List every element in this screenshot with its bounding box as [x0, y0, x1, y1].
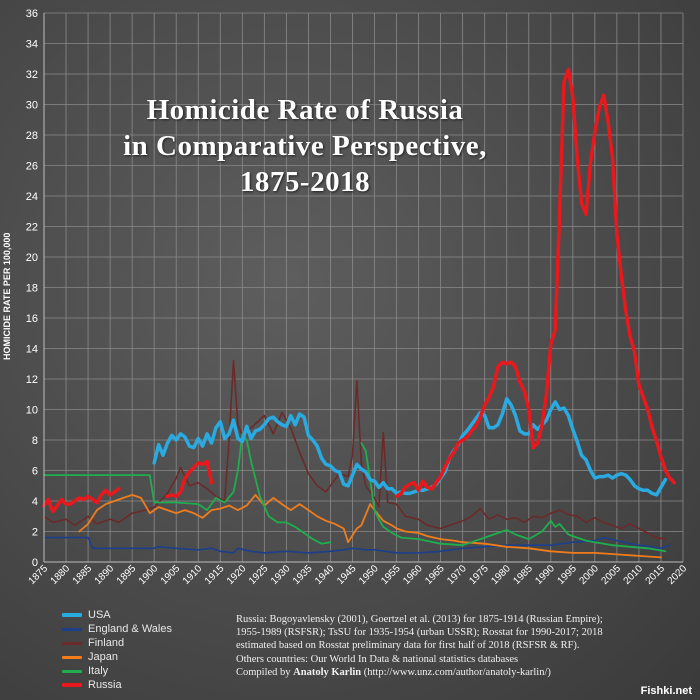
- legend-label: Russia: [88, 679, 122, 691]
- x-tick-label: 1950: [357, 563, 381, 587]
- legend: USA England & Wales Finland Japan Italy Russi…: [62, 608, 172, 692]
- series-line-russia-2: [165, 459, 214, 499]
- y-tick-label: 6: [32, 466, 38, 478]
- legend-item: Italy: [62, 664, 172, 678]
- x-tick-label: 1965: [423, 563, 447, 587]
- watermark: Fishki.net: [640, 685, 692, 697]
- y-tick-label: 16: [26, 313, 38, 325]
- x-tick-label: 1940: [313, 563, 337, 587]
- title-line-2: in Comparative Perspective,: [123, 130, 487, 162]
- x-tick-labels: 1875188018851890189519001905191019151920…: [27, 563, 690, 587]
- legend-label: England & Wales: [88, 623, 172, 635]
- legend-label: Finland: [88, 637, 125, 649]
- x-tick-label: 1875: [27, 563, 51, 587]
- series-line-japan: [78, 494, 662, 559]
- legend-swatch: [62, 641, 82, 645]
- y-tick-label: 12: [26, 374, 38, 386]
- x-tick-label: 1960: [401, 563, 425, 587]
- legend-item: USA: [62, 608, 172, 622]
- y-tick-label: 14: [26, 344, 38, 356]
- legend-swatch: [62, 627, 82, 631]
- x-tick-label: 1975: [467, 563, 491, 587]
- legend-label: Japan: [88, 651, 118, 663]
- series-layer: [42, 67, 676, 559]
- compiled-prefix: Compiled by: [236, 666, 294, 678]
- y-tick-label: 18: [26, 283, 38, 295]
- y-tick-label: 10: [26, 405, 38, 417]
- x-tick-label: 1920: [225, 563, 249, 587]
- x-tick-label: 1985: [511, 563, 535, 587]
- y-tick-label: 28: [26, 130, 38, 142]
- y-tick-label: 26: [26, 161, 38, 173]
- y-tick-label: 22: [26, 222, 38, 234]
- x-tick-label: 1995: [555, 563, 579, 587]
- x-tick-label: 1980: [489, 563, 513, 587]
- series-line-usa: [152, 397, 668, 497]
- y-tick-label: 34: [26, 39, 38, 51]
- y-tick-label: 0: [32, 557, 38, 569]
- x-tick-label: 1895: [115, 563, 139, 587]
- x-tick-label: 1990: [533, 563, 557, 587]
- series-line-russia-3: [394, 67, 676, 499]
- x-tick-label: 2020: [666, 563, 690, 587]
- compiled-author: Anatoly Karlin: [293, 666, 362, 678]
- x-tick-label: 1890: [93, 563, 117, 587]
- chart-title: Homicide Rate of Russia in Comparative P…: [60, 92, 550, 200]
- x-tick-label: 2005: [600, 563, 624, 587]
- source-note: Russia: Bogoyavlensky (2001), Goertzel e…: [236, 613, 676, 679]
- x-tick-label: 2010: [622, 563, 646, 587]
- legend-item: England & Wales: [62, 622, 172, 636]
- x-tick-label: 1930: [269, 563, 293, 587]
- x-tick-label: 2015: [644, 563, 668, 587]
- x-tick-label: 1955: [379, 563, 403, 587]
- legend-label: Italy: [88, 665, 109, 677]
- series-line-finland: [43, 359, 667, 540]
- y-tick-label: 32: [26, 69, 38, 81]
- y-tick-label: 24: [26, 191, 38, 203]
- legend-swatch: [62, 655, 82, 659]
- x-tick-label: 2000: [577, 563, 601, 587]
- x-tick-label: 1910: [181, 563, 205, 587]
- y-tick-label: 4: [32, 496, 38, 508]
- y-tick-label: 30: [26, 100, 38, 112]
- y-tick-label: 36: [26, 8, 38, 20]
- series-line-italy: [43, 433, 332, 545]
- x-tick-label: 1905: [159, 563, 183, 587]
- series-line-england-wales: [43, 536, 671, 554]
- y-axis-label: HOMICIDE RATE PER 100,000: [2, 232, 12, 360]
- x-tick-label: 1915: [203, 563, 227, 587]
- x-tick-label: 1925: [247, 563, 271, 587]
- series-line-italy-2: [360, 442, 667, 553]
- source-compiled: Compiled by Anatoly Karlin (http://www.u…: [236, 666, 676, 679]
- y-tick-label: 2: [32, 527, 38, 539]
- source-line-1: Russia: Bogoyavlensky (2001), Goertzel e…: [236, 614, 603, 625]
- x-tick-label: 1880: [49, 563, 73, 587]
- x-tick-label: 1970: [445, 563, 469, 587]
- series-line-russia: [42, 487, 121, 514]
- legend-item: Russia: [62, 678, 172, 692]
- legend-swatch: [62, 613, 82, 617]
- legend-swatch: [62, 669, 82, 673]
- x-tick-label: 1935: [291, 563, 315, 587]
- legend-label: USA: [88, 609, 111, 621]
- y-axis-label-wrap: HOMICIDE RATE PER 100,000: [2, 233, 16, 374]
- y-tick-label: 20: [26, 252, 38, 264]
- compiled-url: (http://www.unz.com/author/anatoly-karli…: [361, 666, 551, 678]
- source-line-2: 1955-1989 (RSFSR); TsSU for 1935-1954 (u…: [236, 627, 603, 639]
- source-line-3: estimated based on Rosstat preliminary d…: [236, 640, 580, 652]
- x-tick-label: 1945: [335, 563, 359, 587]
- axes: [43, 13, 683, 563]
- x-tick-label: 1900: [137, 563, 161, 587]
- title-line-3: 1875-2018: [239, 166, 371, 198]
- source-line-4: Others countries: Our World In Data & na…: [236, 653, 519, 665]
- title-line-1: Homicide Rate of Russia: [146, 94, 464, 126]
- legend-item: Japan: [62, 650, 172, 664]
- y-tick-label: 8: [32, 435, 38, 447]
- legend-item: Finland: [62, 636, 172, 650]
- legend-swatch: [62, 683, 82, 687]
- x-tick-label: 1885: [71, 563, 95, 587]
